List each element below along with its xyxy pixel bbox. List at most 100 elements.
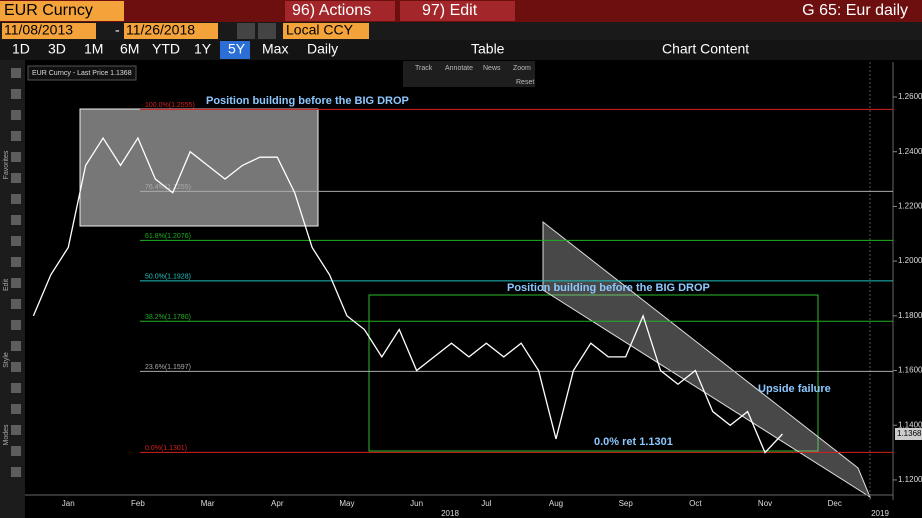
x-tick-label: Oct — [689, 499, 702, 508]
level-label: 0.0%(1.1301) — [145, 445, 187, 452]
legend: EUR Curncy - Last Price 1.1368 — [32, 70, 132, 77]
side-label: Modes — [3, 424, 10, 446]
start-date-box[interactable] — [2, 23, 96, 39]
x-tick-label: Nov — [758, 499, 772, 508]
annotation: Upside failure — [758, 383, 831, 395]
level-label: 38.2%(1.1780) — [145, 314, 191, 321]
x-tick-label: Jan — [62, 499, 75, 508]
tool-icon[interactable] — [11, 341, 21, 351]
period-button[interactable]: 1D — [12, 41, 30, 57]
y-tick-label: 1.1200 — [898, 475, 922, 484]
edit-button[interactable] — [400, 1, 515, 21]
period-button[interactable]: 1Y — [194, 41, 212, 57]
period-button[interactable]: 5Y — [228, 41, 246, 57]
period-button[interactable]: YTD — [152, 41, 180, 57]
start-date: 11/08/2013 — [4, 22, 73, 38]
actions: 96) Actions — [292, 2, 371, 19]
last-price: 1.1368 — [897, 429, 922, 438]
level-label: 100.0%(1.2555) — [145, 102, 195, 109]
prev-button[interactable] — [237, 23, 255, 39]
tool-icon[interactable] — [11, 446, 21, 456]
chart-tool[interactable]: Annotate — [445, 65, 473, 72]
x-tick-label: Feb — [131, 499, 145, 508]
tool-icon[interactable] — [11, 236, 21, 246]
price-line — [32, 136, 783, 454]
tools-box — [403, 61, 535, 87]
tool-icon[interactable] — [11, 257, 21, 267]
end-date: 11/26/2018 — [126, 22, 195, 38]
x-tick-label: Mar — [201, 499, 215, 508]
frequency[interactable]: Daily — [307, 41, 338, 57]
tool-icon[interactable] — [11, 68, 21, 78]
y-tick-label: 1.1400 — [898, 420, 922, 429]
tool-icon[interactable] — [11, 299, 21, 309]
last-price-box — [895, 428, 922, 441]
tool-icon[interactable] — [11, 467, 21, 477]
x-tick-label: Jul — [481, 499, 491, 508]
level-label: 76.4%(1.2255) — [145, 184, 191, 191]
active-period — [220, 41, 250, 59]
annotation: Position building before the BIG DROP — [206, 95, 409, 107]
channel — [542, 220, 872, 499]
y-tick-label: 1.2200 — [898, 202, 922, 211]
tool-icon[interactable] — [11, 215, 21, 225]
chart-tool[interactable]: Zoom — [513, 65, 531, 72]
tool-icon[interactable] — [11, 362, 21, 372]
annotation: 0.0% ret 1.1301 — [594, 436, 673, 448]
x-tick-label: Jun — [410, 499, 423, 508]
edit: 97) Edit — [422, 2, 478, 19]
security-box[interactable] — [0, 1, 124, 21]
side-label: Edit — [3, 279, 10, 291]
side-label: Style — [3, 352, 10, 368]
period-button[interactable]: 6M — [120, 41, 139, 57]
tool-icon[interactable] — [11, 131, 21, 141]
tool-icon[interactable] — [11, 404, 21, 414]
tool-icon[interactable] — [11, 383, 21, 393]
period-button[interactable]: 3D — [48, 41, 66, 57]
y-tick-label: 1.1800 — [898, 311, 922, 320]
y-tick-label: 1.1600 — [898, 366, 922, 375]
chart-content[interactable]: Chart Content — [662, 41, 749, 57]
level-label: 50.0%(1.1928) — [145, 274, 191, 281]
tool-icon[interactable] — [11, 278, 21, 288]
reset[interactable]: Reset — [516, 79, 534, 86]
dash: - — [115, 22, 120, 38]
x-tick-label: Apr — [271, 499, 284, 508]
tool-icon[interactable] — [11, 425, 21, 435]
level-label: 61.8%(1.2076) — [145, 233, 191, 240]
security: EUR Curncy — [4, 2, 93, 19]
x-tick-label: Dec — [828, 499, 842, 508]
actions-button[interactable] — [285, 1, 395, 21]
y-tick-label: 1.2600 — [898, 92, 922, 101]
annotation-box — [79, 108, 319, 227]
next-button[interactable] — [258, 23, 276, 39]
annotation: Position building before the BIG DROP — [507, 282, 710, 294]
currency: Local CCY — [286, 22, 354, 38]
y-tick-label: 1.2400 — [898, 147, 922, 156]
page-title: G 65: Eur daily — [802, 2, 908, 19]
x-tick-label: Aug — [549, 499, 563, 508]
year-label: 2019 — [871, 509, 889, 518]
tool-icon[interactable] — [11, 89, 21, 99]
tool-icon[interactable] — [11, 320, 21, 330]
tool-icon[interactable] — [11, 152, 21, 162]
x-tick-label: May — [339, 499, 354, 508]
x-tick-label: Sep — [619, 499, 634, 508]
end-date-box[interactable] — [124, 23, 218, 39]
year-label: 2018 — [441, 509, 459, 518]
tool-icon[interactable] — [11, 110, 21, 120]
date-bar — [0, 22, 922, 40]
tool-icon[interactable] — [11, 194, 21, 204]
level-label: 23.6%(1.1597) — [145, 364, 191, 371]
legend-box — [27, 65, 137, 81]
currency-box[interactable] — [283, 23, 369, 39]
y-tick-label: 1.2000 — [898, 256, 922, 265]
annotation-box — [368, 294, 819, 452]
chart-tool[interactable]: Track — [415, 65, 433, 72]
period-button[interactable]: 1M — [84, 41, 103, 57]
chart-tool[interactable]: News — [483, 65, 501, 72]
table[interactable]: Table — [471, 41, 505, 57]
period-button[interactable]: Max — [262, 41, 288, 57]
tool-icon[interactable] — [11, 173, 21, 183]
